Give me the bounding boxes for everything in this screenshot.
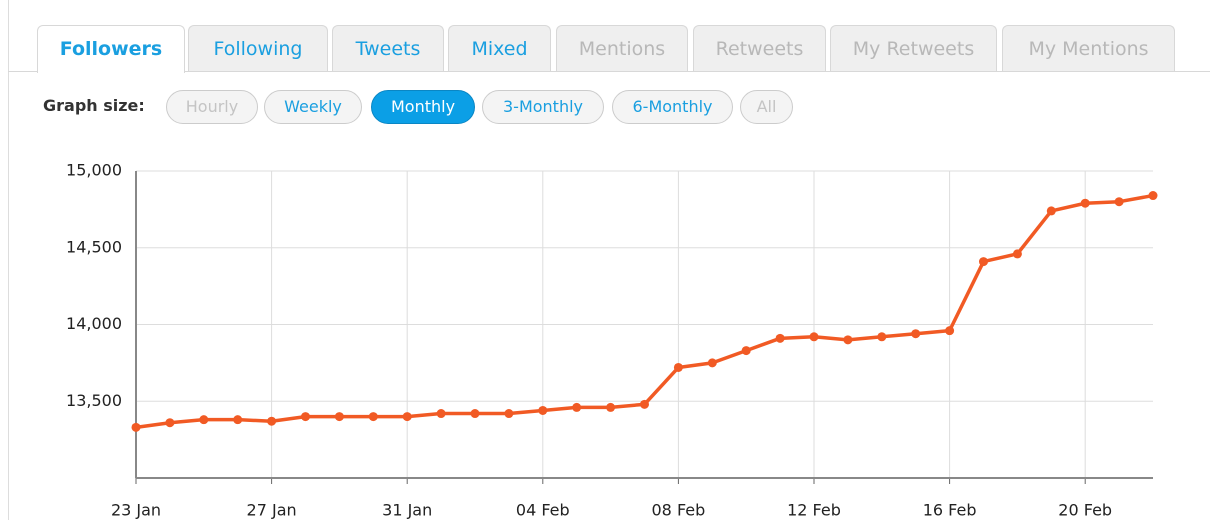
data-point — [1080, 198, 1090, 208]
x-tick-label: 27 Jan — [247, 501, 297, 520]
data-point — [1114, 197, 1124, 207]
y-tick-label: 13,500 — [66, 391, 122, 410]
data-point — [945, 326, 955, 336]
data-point — [911, 329, 921, 339]
data-point — [538, 405, 548, 415]
data-point — [233, 415, 243, 425]
data-point — [165, 418, 175, 428]
y-tick-label: 14,500 — [66, 237, 122, 256]
data-point — [199, 415, 209, 425]
y-tick-label: 14,000 — [66, 314, 122, 333]
graph-size-button[interactable]: 6-Monthly — [612, 90, 733, 124]
graph-size-button[interactable]: Weekly — [264, 90, 362, 124]
data-point — [843, 335, 853, 345]
tab[interactable]: Tweets — [332, 25, 444, 71]
x-tick-label: 16 Feb — [923, 501, 977, 520]
data-point — [809, 332, 819, 342]
x-tick-label: 31 Jan — [382, 501, 432, 520]
tab-bar-line — [8, 71, 1210, 72]
tab: My Retweets — [830, 25, 997, 71]
data-point — [741, 346, 751, 356]
graph-size-button: Hourly — [166, 90, 258, 124]
data-point — [707, 358, 717, 368]
data-point — [775, 333, 785, 343]
x-tick-label: 20 Feb — [1058, 501, 1112, 520]
data-point — [267, 416, 277, 426]
page-border — [8, 0, 9, 520]
data-point — [606, 402, 616, 412]
graph-size-button[interactable]: 3-Monthly — [482, 90, 604, 124]
tab: Retweets — [693, 25, 826, 71]
x-tick-label: 23 Jan — [111, 501, 161, 520]
data-point — [1012, 249, 1022, 259]
data-point — [301, 412, 310, 422]
y-tick-label: 15,000 — [66, 161, 122, 180]
tab: Mentions — [556, 25, 688, 71]
data-point — [470, 409, 480, 419]
data-point — [334, 412, 344, 422]
graph-size-button: All — [740, 90, 793, 124]
graph-size-button: Monthly — [371, 90, 475, 124]
graph-size-label: Graph size: — [43, 96, 145, 115]
data-point — [436, 409, 446, 419]
data-point — [1148, 191, 1158, 201]
data-point — [504, 409, 514, 419]
tab: Followers — [37, 25, 185, 73]
series-line — [135, 193, 1154, 430]
data-point — [131, 422, 141, 432]
data-point — [877, 332, 887, 342]
data-point — [1046, 206, 1056, 216]
x-tick-label: 12 Feb — [787, 501, 841, 520]
data-point — [640, 399, 649, 409]
x-tick-label: 08 Feb — [652, 501, 706, 520]
tab[interactable]: Following — [188, 25, 328, 71]
data-point — [402, 412, 412, 422]
data-point — [368, 412, 378, 422]
tab[interactable]: Mixed — [448, 25, 551, 71]
data-point — [979, 257, 988, 267]
x-tick-label: 04 Feb — [516, 501, 570, 520]
tab: My Mentions — [1002, 25, 1175, 71]
data-point — [572, 402, 582, 412]
data-point — [673, 362, 683, 372]
